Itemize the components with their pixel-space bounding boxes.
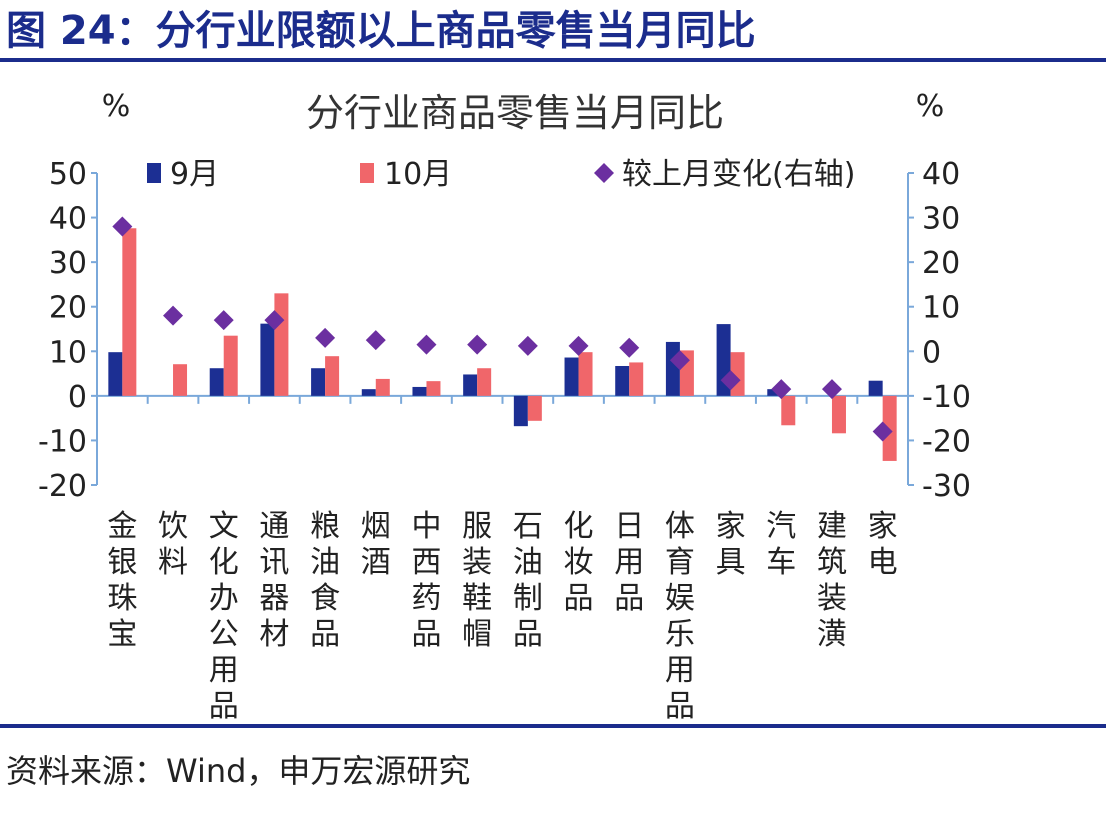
bar-sep — [463, 374, 478, 396]
legend-label-change: 较上月变化(右轴) — [622, 157, 855, 192]
bar-sep — [311, 368, 326, 396]
y-left-tick-label: 0 — [68, 380, 87, 415]
chart-title: 分行业商品零售当月同比 — [306, 91, 724, 135]
y-right-tick-label: -20 — [922, 424, 971, 459]
marker-change — [112, 216, 133, 237]
bar-sep — [260, 323, 275, 396]
bar-sep — [868, 380, 883, 396]
x-category-label: 汽车 — [766, 509, 796, 580]
legend-label-oct: 10月 — [384, 157, 452, 192]
bar-sep — [615, 365, 630, 396]
y-right-tick-label: 30 — [922, 202, 960, 237]
x-category-label: 日用品 — [614, 509, 644, 616]
bar-sep — [767, 389, 782, 396]
x-category-label: 通讯器材 — [259, 509, 289, 652]
marker-change — [416, 334, 437, 355]
bar-sep — [564, 357, 579, 396]
title-rule — [0, 58, 1106, 62]
bar-oct — [173, 364, 188, 396]
y-right-tick-label: 40 — [922, 157, 960, 192]
bar-sep — [108, 352, 123, 396]
x-category-label: 建筑装潢 — [817, 509, 847, 652]
marker-change — [517, 335, 538, 356]
x-category-label: 家电 — [868, 509, 898, 580]
marker-change — [467, 334, 488, 355]
bar-sep — [513, 395, 528, 427]
y-left-tick-label: 30 — [49, 246, 87, 281]
source-note: 资料来源：Wind，申万宏源研究 — [6, 752, 471, 790]
x-category-label: 中西药品 — [411, 509, 441, 652]
y-left-tick-label: -10 — [38, 424, 87, 459]
y-right-tick-label: -30 — [922, 469, 971, 504]
bar-sep — [361, 389, 376, 396]
marker-change — [315, 327, 336, 348]
bar-oct — [882, 395, 897, 461]
bar-oct — [426, 381, 441, 396]
source-rule — [0, 724, 1106, 728]
y-axis-right-unit: % — [916, 89, 945, 124]
y-right-tick-label: -10 — [922, 380, 971, 415]
marker-change — [619, 337, 640, 358]
y-left-tick-label: -20 — [38, 469, 87, 504]
bar-sep — [209, 368, 224, 396]
x-category-label: 文化办公用品 — [209, 509, 239, 720]
y-right-tick-label: 10 — [922, 291, 960, 326]
x-category-label: 体育娱乐用品 — [665, 509, 695, 720]
x-category-label: 石油制品 — [513, 509, 543, 652]
bar-sep — [412, 386, 427, 396]
x-category-label: 金银珠宝 — [107, 509, 137, 652]
x-category-label: 服装鞋帽 — [462, 509, 492, 652]
x-category-label: 烟酒 — [361, 509, 391, 580]
marker-change — [771, 379, 792, 400]
marker-change — [568, 335, 589, 356]
marker-change — [720, 370, 741, 391]
y-left-tick-label: 10 — [49, 335, 87, 370]
figure-title: 图 24：分行业限额以上商品零售当月同比 — [6, 8, 756, 54]
marker-change — [365, 330, 386, 351]
bar-oct — [477, 368, 492, 396]
bar-oct — [375, 378, 390, 396]
bar-oct — [223, 335, 238, 396]
marker-change — [163, 305, 184, 326]
y-left-tick-label: 20 — [49, 291, 87, 326]
marker-change — [264, 310, 285, 331]
legend-swatch-sep — [147, 163, 161, 183]
x-category-label: 化妆品 — [564, 509, 594, 616]
y-left-tick-label: 50 — [49, 157, 87, 192]
x-category-label: 粮油食品 — [310, 509, 340, 652]
y-axis-left-unit: % — [102, 89, 131, 124]
marker-change — [213, 310, 234, 331]
bar-oct — [629, 362, 644, 396]
marker-change — [821, 379, 842, 400]
bar-oct — [274, 293, 289, 396]
chart: 分行业商品零售当月同比% % 50 40 30 20 10 0 -10 -20 40 30 20 10 0 -… — [38, 89, 971, 720]
legend-swatch-change — [594, 163, 614, 183]
bar-oct — [781, 395, 796, 426]
legend-label-sep: 9月 — [170, 157, 219, 192]
marker-change — [669, 350, 690, 371]
bar-oct — [578, 352, 593, 396]
x-category-label: 家具 — [716, 509, 746, 580]
bar-sep — [665, 341, 680, 396]
bar-oct — [122, 228, 137, 396]
x-category-label: 饮料 — [158, 509, 188, 580]
bar-oct — [527, 395, 542, 421]
y-right-tick-label: 20 — [922, 246, 960, 281]
y-left-tick-label: 40 — [49, 202, 87, 237]
legend-swatch-oct — [360, 163, 374, 183]
bar-oct — [325, 356, 340, 396]
bar-oct — [831, 395, 846, 434]
marker-change — [872, 421, 893, 442]
y-right-tick-label: 0 — [922, 335, 941, 370]
